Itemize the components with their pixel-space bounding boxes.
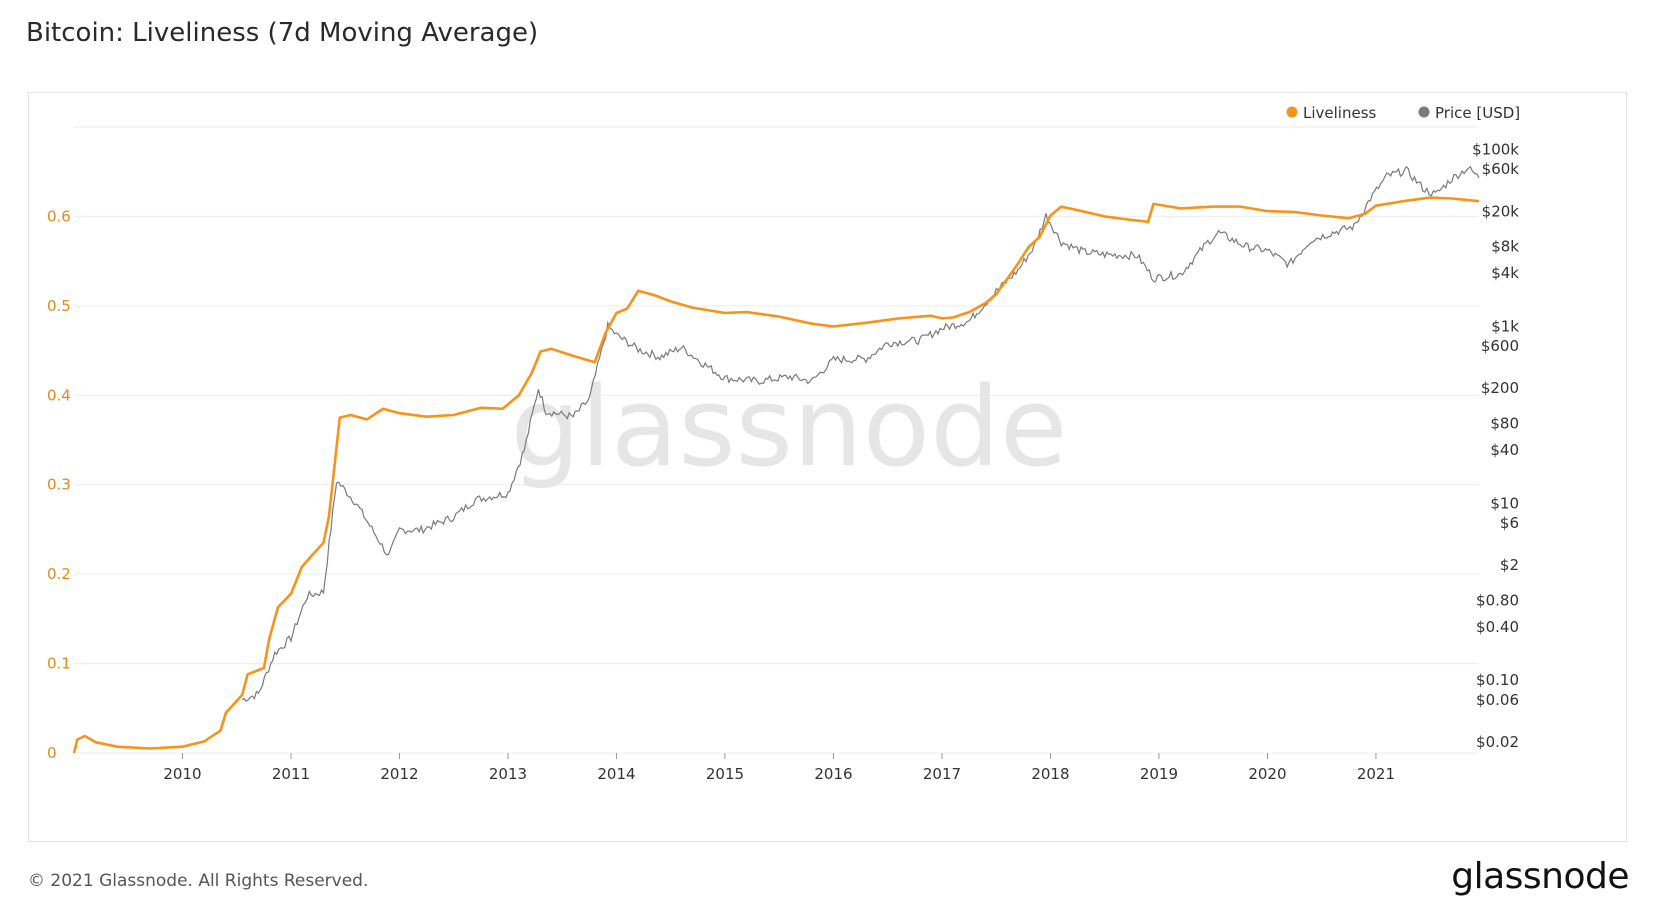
x-tick-label: 2014 xyxy=(597,765,635,783)
legend-label-price: Price [USD] xyxy=(1435,104,1520,122)
right-tick-label: $6 xyxy=(1500,514,1519,532)
copyright-text: © 2021 Glassnode. All Rights Reserved. xyxy=(28,871,369,891)
chart-svg: glassnode 00.10.20.30.40.50.6 $100k$60k$… xyxy=(47,104,1521,783)
chart-panel: glassnode 0 0.1 0.2 0.3 0.4 0.5 0.6 $100k $60k $… xyxy=(28,92,1627,842)
right-tick-label: $0.80 xyxy=(1476,591,1519,609)
left-tick-label: 0.1 xyxy=(47,655,71,673)
right-tick-label: $2 xyxy=(1500,556,1519,574)
x-tick-label: 2010 xyxy=(163,765,201,783)
right-tick-label: $10 xyxy=(1490,494,1519,512)
right-tick-label: $200 xyxy=(1481,379,1519,397)
left-axis: 0 0.1 0.2 0.3 0.4 0.5 0.6 xyxy=(47,207,71,762)
left-tick-label: 0.5 xyxy=(47,297,71,315)
right-tick-label: $1k xyxy=(1491,317,1519,335)
x-tick-label: 2017 xyxy=(923,765,961,783)
x-tick-label: 2015 xyxy=(706,765,744,783)
x-tick-label: 2018 xyxy=(1031,765,1069,783)
x-tick-label: 2021 xyxy=(1357,765,1395,783)
x-tick-label: 2013 xyxy=(489,765,527,783)
left-tick-label: 0.6 xyxy=(47,207,71,225)
left-tick-label: 0.2 xyxy=(47,565,71,583)
liveliness-series-line xyxy=(72,196,1480,754)
x-tick-label: 2016 xyxy=(814,765,852,783)
x-tick-label: 2020 xyxy=(1248,765,1286,783)
legend-dot-price xyxy=(1418,106,1430,118)
legend-label-liveliness: Liveliness xyxy=(1303,104,1377,122)
right-tick-label: $0.06 xyxy=(1476,691,1519,709)
right-tick-label: $40 xyxy=(1490,441,1519,459)
price-series-line xyxy=(241,165,1480,703)
right-tick-label: $100k xyxy=(1472,141,1519,159)
right-tick-label: $0.02 xyxy=(1476,733,1519,751)
left-tick-label: 0.3 xyxy=(47,476,71,494)
right-tick-label: $80 xyxy=(1490,414,1519,432)
right-tick-label: $4k xyxy=(1491,264,1519,282)
right-tick-label: $60k xyxy=(1482,160,1520,178)
right-tick-label: $8k xyxy=(1491,238,1519,256)
x-tick-label: 2019 xyxy=(1140,765,1178,783)
legend-item-price[interactable]: Price [USD] xyxy=(1418,104,1521,122)
watermark-text: glassnode xyxy=(511,363,1068,491)
chart-title: Bitcoin: Liveliness (7d Moving Average) xyxy=(26,18,539,48)
right-tick-label: $0.40 xyxy=(1476,618,1519,636)
right-axis: $100k$60k $20k $8k $4k $1k $600 $200 $80 $40 $10 $… xyxy=(1472,141,1519,751)
legend-dot-liveliness xyxy=(1286,106,1298,118)
right-tick-label: $600 xyxy=(1481,337,1519,355)
right-tick-label: $20k xyxy=(1482,202,1520,220)
gridlines xyxy=(74,126,1479,754)
legend: Liveliness Price [USD] xyxy=(1286,104,1521,122)
legend-item-liveliness[interactable]: Liveliness xyxy=(1286,104,1377,122)
x-tick-label: 2011 xyxy=(272,765,310,783)
glassnode-logo: glassnode xyxy=(1451,856,1629,897)
left-tick-label: 0.4 xyxy=(47,386,71,404)
right-tick-label: $0.10 xyxy=(1476,671,1519,689)
left-tick-label: 0 xyxy=(47,744,57,762)
x-tick-label: 2012 xyxy=(380,765,418,783)
x-axis: 2010 2011 2012 2013 2014 2015 2016 2017 2018 2019… xyxy=(163,753,1395,783)
